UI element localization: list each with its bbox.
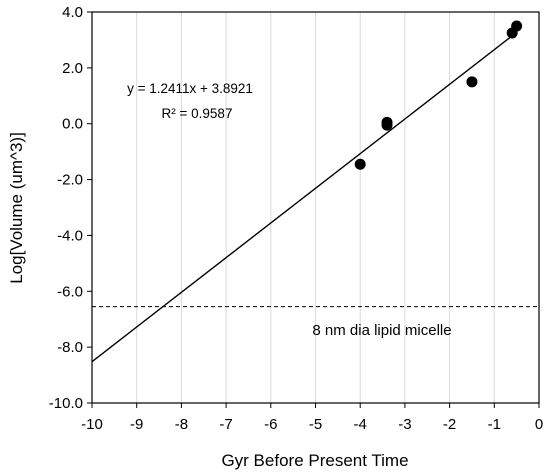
x-tick-label: -4 [354,416,367,433]
x-tick-label: -3 [398,416,411,433]
x-tick-label: -10 [81,416,103,433]
y-axis-ticks: -10.0 -8.0 -6.0 -4.0 -2.0 0.0 2.0 4.0 [49,4,92,412]
y-tick-label: -6.0 [57,283,83,300]
y-tick-label: -8.0 [57,339,83,356]
y-tick-label: -4.0 [57,227,83,244]
x-tick-label: -1 [488,416,501,433]
r-squared-annotation: R² = 0.9587 [162,106,233,121]
y-tick-label: 0.0 [62,116,83,133]
y-tick-label: 4.0 [62,4,83,21]
data-point [354,158,366,170]
y-tick-label: -10.0 [49,395,83,412]
x-tick-label: -9 [130,416,143,433]
x-tick-label: 0 [535,416,543,433]
data-points [354,20,523,170]
y-tick-label: -2.0 [57,172,83,189]
x-tick-label: -7 [219,416,232,433]
x-tick-label: -2 [443,416,456,433]
reference-line-label: 8 nm dia lipid micelle [312,322,451,339]
trendline-group [91,33,515,363]
x-axis-title: Gyr Before Present Time [221,451,408,470]
trendline [91,33,515,363]
data-point [381,119,393,131]
x-tick-label: -5 [309,416,322,433]
y-axis-title: Log[Volume (um^3)] [7,132,26,284]
grid-lines [136,12,495,403]
equation-annotation: y = 1.2411x + 3.8921 [127,81,253,96]
x-axis-ticks: -10 -9 -8 -7 -6 -5 -4 -3 -2 -1 0 [81,403,543,433]
y-tick-label: 2.0 [62,60,83,77]
x-tick-label: -6 [264,416,277,433]
x-tick-label: -8 [175,416,188,433]
data-point [511,20,523,32]
data-point [466,76,478,88]
